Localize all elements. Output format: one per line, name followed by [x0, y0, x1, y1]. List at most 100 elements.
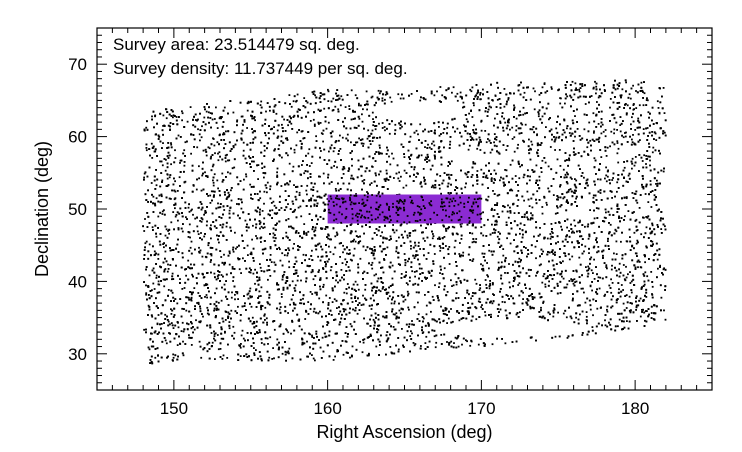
scatter-point	[187, 296, 190, 299]
scatter-point	[310, 162, 313, 164]
scatter-point	[606, 308, 608, 311]
scatter-point	[403, 295, 405, 298]
scatter-point	[566, 337, 569, 339]
scatter-point	[345, 263, 347, 266]
scatter-point	[487, 138, 489, 140]
scatter-point	[344, 258, 347, 261]
scatter-point	[351, 164, 353, 167]
scatter-point	[579, 313, 581, 316]
scatter-point	[415, 291, 418, 294]
scatter-point	[629, 97, 632, 100]
scatter-point	[550, 223, 553, 225]
scatter-point	[228, 159, 231, 162]
scatter-point	[389, 96, 392, 99]
scatter-point	[281, 274, 284, 277]
scatter-point	[181, 307, 184, 310]
scatter-point	[628, 93, 631, 96]
scatter-point	[560, 272, 563, 275]
scatter-point	[625, 113, 628, 116]
scatter-point	[145, 240, 148, 243]
scatter-point	[301, 164, 303, 166]
scatter-point	[473, 240, 475, 243]
scatter-point	[370, 182, 373, 184]
scatter-point	[163, 285, 166, 288]
scatter-point	[153, 250, 156, 253]
scatter-point	[451, 285, 453, 287]
scatter-point	[188, 334, 190, 336]
scatter-point	[475, 94, 477, 97]
scatter-point	[165, 228, 168, 231]
scatter-point	[172, 327, 175, 329]
scatter-point	[549, 313, 551, 316]
scatter-point	[637, 117, 640, 120]
scatter-point	[223, 283, 226, 286]
scatter-point	[212, 179, 214, 182]
scatter-point	[528, 205, 531, 207]
scatter-point	[313, 125, 316, 127]
scatter-point	[374, 128, 377, 131]
scatter-point	[483, 252, 486, 255]
scatter-point	[528, 149, 530, 151]
scatter-point	[589, 285, 592, 288]
scatter-point	[352, 111, 355, 113]
scatter-point	[354, 94, 357, 97]
scatter-point	[331, 301, 334, 303]
scatter-point	[609, 223, 612, 226]
scatter-point	[454, 336, 457, 339]
scatter-point	[292, 301, 295, 304]
scatter-point	[561, 275, 563, 278]
scatter-point	[646, 99, 649, 102]
scatter-point	[427, 252, 430, 254]
scatter-point	[493, 178, 496, 180]
scatter-point	[263, 226, 266, 229]
scatter-point	[239, 346, 242, 349]
scatter-point	[660, 228, 663, 230]
scatter-point	[327, 121, 330, 124]
scatter-point	[198, 340, 201, 343]
scatter-point	[564, 102, 566, 105]
scatter-point	[560, 97, 562, 100]
scatter-point	[288, 260, 290, 263]
scatter-point	[413, 168, 416, 171]
scatter-point	[360, 304, 363, 306]
scatter-point	[279, 323, 282, 326]
scatter-point	[446, 291, 449, 293]
scatter-point	[223, 253, 225, 256]
scatter-point	[507, 295, 509, 297]
scatter-point	[663, 267, 665, 270]
scatter-point	[490, 177, 493, 180]
scatter-point	[651, 224, 654, 227]
scatter-point	[168, 332, 170, 334]
scatter-point	[346, 252, 348, 255]
scatter-point	[487, 218, 489, 221]
scatter-point	[532, 87, 535, 90]
scatter-point	[223, 106, 226, 109]
scatter-point	[279, 259, 282, 262]
scatter-point	[650, 312, 653, 314]
scatter-point	[568, 258, 571, 261]
scatter-point	[381, 231, 383, 234]
scatter-point	[522, 298, 524, 300]
scatter-point	[536, 190, 539, 193]
scatter-point	[610, 291, 613, 294]
scatter-point	[395, 229, 398, 232]
scatter-point	[503, 105, 506, 108]
scatter-point	[525, 247, 527, 249]
scatter-point	[420, 267, 423, 270]
scatter-point	[635, 107, 638, 109]
scatter-point	[486, 177, 489, 179]
scatter-point	[350, 118, 353, 121]
scatter-point	[518, 257, 521, 260]
scatter-point	[362, 272, 364, 275]
scatter-point	[615, 240, 618, 243]
scatter-point	[492, 283, 494, 286]
scatter-point	[336, 166, 338, 169]
scatter-point	[490, 313, 492, 316]
scatter-point	[618, 262, 621, 265]
scatter-point	[573, 219, 576, 222]
scatter-point	[632, 84, 634, 87]
scatter-point	[367, 129, 370, 132]
scatter-point	[314, 94, 316, 97]
scatter-point	[417, 301, 419, 304]
scatter-point	[260, 286, 263, 289]
